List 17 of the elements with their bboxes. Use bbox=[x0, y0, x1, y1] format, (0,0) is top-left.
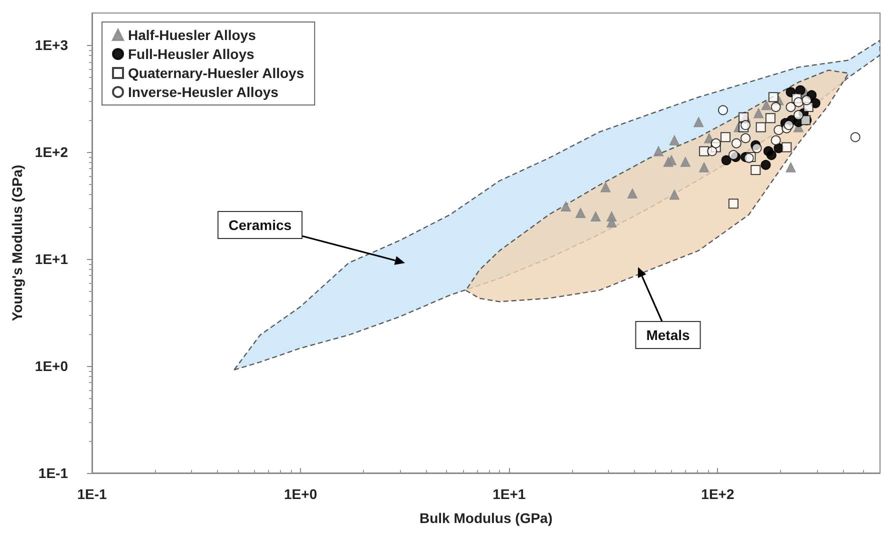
legend-label: Half-Huesler Alloys bbox=[128, 27, 256, 43]
y-tick-label: 1E+2 bbox=[34, 144, 68, 160]
y-axis-title: Young's Modulus (GPa) bbox=[9, 164, 26, 322]
legend-label: Inverse-Heusler Alloys bbox=[128, 84, 279, 100]
y-tick-label: 1E-1 bbox=[38, 465, 68, 481]
y-tick-label: 1E+3 bbox=[34, 37, 68, 54]
x-tick-label: 1E+2 bbox=[701, 486, 734, 502]
legend-label: Quaternary-Huesler Alloys bbox=[128, 65, 304, 81]
x-tick-label: 1E+1 bbox=[492, 486, 526, 502]
annotation: Ceramics bbox=[228, 217, 292, 233]
x-tick-label: 1E+0 bbox=[284, 486, 318, 502]
y-tick-label: 1E+0 bbox=[34, 358, 68, 374]
legend-label: Full-Heusler Alloys bbox=[128, 46, 254, 62]
x-tick-label: 1E-1 bbox=[77, 486, 107, 502]
annotation: Metals bbox=[646, 327, 690, 343]
x-axis-title: Bulk Modulus (GPa) bbox=[420, 510, 552, 526]
y-tick-label: 1E+1 bbox=[34, 251, 68, 268]
